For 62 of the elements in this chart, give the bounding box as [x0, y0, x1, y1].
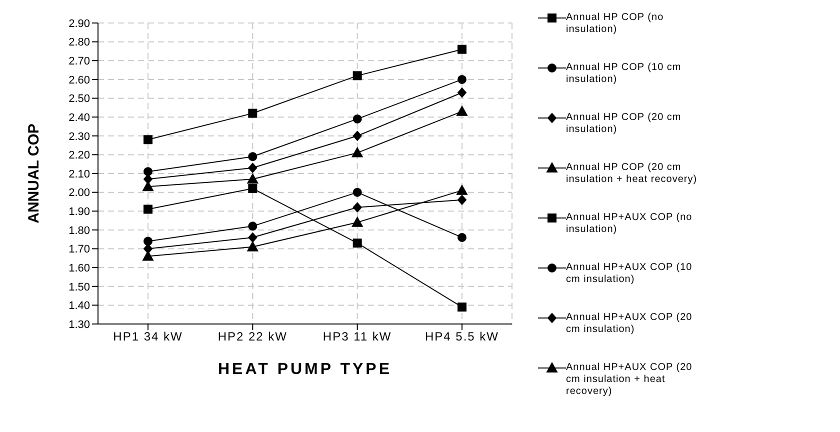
point: [352, 238, 362, 248]
point: [248, 152, 258, 162]
point: [352, 130, 362, 141]
point: [456, 184, 468, 195]
x-tick-label: HP4 5.5 kW: [424, 330, 500, 344]
y-tick-label: 2.70: [68, 56, 90, 68]
y-axis-title: ANNUAL COP: [25, 124, 42, 224]
y-tick-label: 2.30: [68, 130, 90, 143]
point: [248, 184, 258, 194]
y-tick-label: 1.60: [68, 262, 90, 274]
point: [352, 71, 362, 80]
y-tick-label: 2.90: [68, 18, 90, 30]
point: [352, 216, 363, 227]
x-tick-label: HP3 11 kW: [322, 330, 392, 344]
point: [458, 88, 466, 98]
y-tick-label: 2.10: [68, 168, 90, 180]
y-tick-label: 2.00: [68, 187, 90, 200]
point: [144, 244, 152, 254]
point: [456, 106, 468, 116]
point: [352, 188, 362, 197]
point: [352, 147, 363, 158]
point: [352, 114, 362, 124]
legend-label: Annual HP COP (no insulation): [566, 12, 665, 36]
point: [142, 181, 154, 192]
point: [248, 222, 258, 231]
point: [458, 74, 466, 84]
point: [247, 174, 258, 184]
point: [248, 232, 258, 242]
point: [458, 44, 466, 54]
point: [144, 236, 152, 246]
point: [144, 204, 152, 214]
x-axis-title: HEAT PUMP TYPE: [218, 361, 392, 378]
y-tick-label: 2.20: [68, 150, 90, 162]
point: [247, 241, 258, 252]
point: [458, 302, 466, 312]
x-tick-label: HP1 34 kW: [113, 330, 183, 344]
legend-label: Annual HP+AUX COP (20 cm insulation + heat recovery): [566, 362, 694, 398]
y-tick-label: 2.50: [68, 93, 90, 106]
y-tick-label: 1.50: [68, 281, 90, 294]
point: [458, 194, 466, 205]
y-tick-label: 1.90: [68, 206, 90, 218]
legend-label: Annual HP+AUX COP (10 cm insulation): [566, 262, 694, 286]
legend-label: Annual HP+AUX COP (20 cm insulation): [566, 312, 694, 336]
legend-label: Annual HP+AUX COP (no insulation): [566, 212, 694, 236]
y-tick-label: 1.40: [68, 300, 90, 312]
legend-label: Annual HP COP (10 cm insulation): [566, 62, 682, 86]
y-tick-label: 2.80: [68, 36, 90, 49]
y-tick-label: 1.70: [68, 244, 90, 256]
x-tick-label: HP2 22 kW: [218, 330, 288, 344]
point: [248, 162, 258, 173]
point: [248, 108, 258, 118]
point: [144, 167, 152, 176]
point: [144, 135, 152, 144]
y-tick-label: 2.60: [68, 74, 90, 86]
point: [352, 202, 362, 212]
y-tick-label: 2.40: [68, 112, 90, 124]
y-tick-label: 1.80: [68, 224, 90, 237]
legend-label: Annual HP COP (20 cm insulation): [566, 112, 682, 136]
legend-label: Annual HP COP (20 cm insulation + heat recovery): [566, 162, 698, 186]
point: [144, 174, 152, 184]
y-tick-label: 1.30: [68, 318, 90, 331]
point: [458, 232, 466, 242]
